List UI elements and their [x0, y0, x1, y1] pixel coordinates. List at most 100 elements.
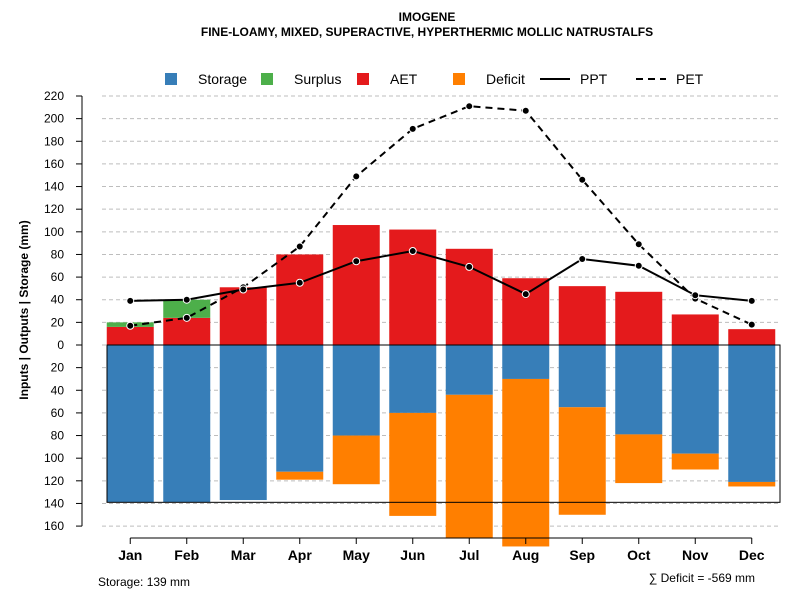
x-tick-label: Feb [174, 547, 199, 563]
y-tick-label: 60 [51, 406, 65, 420]
legend: Storage Surplus AET Deficit PPT PET [165, 71, 704, 87]
ppt-line [130, 250, 752, 302]
aet-legend-swatch [357, 73, 369, 85]
storage-capacity-box [106, 344, 781, 503]
ppt-point [465, 262, 474, 271]
storage-bar [163, 345, 211, 503]
x-tick-label: Jun [400, 547, 425, 563]
x-tick-label: Aug [512, 547, 539, 563]
deficit-legend-swatch [453, 73, 465, 85]
pet-line [130, 105, 753, 327]
ppt-point [352, 257, 361, 266]
ppt-point [747, 296, 756, 305]
storage-bar [502, 345, 550, 379]
deficit-bar [728, 481, 776, 487]
pet-point [521, 106, 530, 115]
y-tick-label: 200 [44, 112, 64, 126]
y-tick-label: 80 [51, 429, 65, 443]
x-tick-label: Apr [288, 547, 313, 563]
pet-point [634, 240, 643, 249]
ppt-point [295, 278, 304, 287]
footer-storage: Storage: 139 mm [98, 575, 190, 589]
y-axis: 2202001801601401201008060402002040608010… [44, 89, 83, 533]
storage-bar [332, 345, 380, 436]
y-tick-label: 120 [44, 474, 64, 488]
footer-deficit: ∑ Deficit = -569 mm [649, 571, 755, 585]
storage-legend-swatch [165, 73, 177, 85]
storage-bar [389, 345, 437, 413]
storage-bar [615, 345, 663, 435]
x-tick-label: Jul [459, 547, 479, 563]
aet-bar [728, 329, 776, 345]
deficit-bar [615, 434, 663, 484]
ppt-point [521, 290, 530, 299]
deficit-legend-label: Deficit [486, 71, 525, 87]
aet-bar [671, 314, 719, 345]
aet-bar [219, 287, 267, 345]
pet-point [295, 242, 304, 251]
gridlines [102, 95, 780, 527]
deficit-bar [389, 412, 437, 516]
storage-bar [558, 345, 606, 408]
ppt-point [126, 296, 135, 305]
pet-point [578, 175, 587, 184]
surplus-bar [163, 299, 211, 318]
y-tick-label: 40 [51, 293, 65, 307]
y-tick-label: 140 [44, 496, 64, 510]
aet-bar [106, 326, 154, 345]
y-tick-label: 180 [44, 134, 64, 148]
aet-bar [276, 254, 324, 345]
aet-bar [163, 317, 211, 345]
storage-bar [219, 345, 267, 501]
surplus-legend-label: Surplus [294, 71, 341, 87]
plot-frame [106, 344, 781, 503]
chart-subtitle: FINE-LOAMY, MIXED, SUPERACTIVE, HYPERTHE… [201, 25, 653, 39]
ppt-point [408, 247, 417, 256]
lines [126, 102, 756, 330]
y-tick-label: 100 [44, 225, 64, 239]
ppt-legend-label: PPT [580, 71, 608, 87]
ppt-point [634, 261, 643, 270]
pet-legend-label: PET [676, 71, 704, 87]
x-axis: Jan Feb Mar Apr May Jun Jul Aug Sep Oct Nov Dec [118, 537, 765, 563]
y-tick-label: 40 [51, 383, 65, 397]
storage-bar [445, 345, 493, 395]
pet-point [747, 320, 756, 329]
y-tick-label: 20 [51, 361, 65, 375]
x-tick-label: Jan [118, 547, 142, 563]
y-tick-label: 120 [44, 202, 64, 216]
deficit-bar [671, 453, 719, 470]
ppt-point [578, 254, 587, 263]
deficit-bar [445, 394, 493, 539]
aet-bar [502, 278, 550, 345]
bars [106, 225, 776, 547]
deficit-bar [502, 378, 550, 547]
aet-bar [332, 225, 380, 345]
ppt-point [182, 295, 191, 304]
pet-point [352, 172, 361, 181]
y-tick-label: 140 [44, 180, 64, 194]
x-tick-label: Sep [569, 547, 595, 563]
y-tick-label: 160 [44, 157, 64, 171]
x-tick-label: May [343, 547, 370, 563]
y-tick-label: 100 [44, 451, 64, 465]
surplus-legend-swatch [261, 73, 273, 85]
x-tick-label: Nov [682, 547, 709, 563]
x-tick-label: Oct [627, 547, 651, 563]
aet-legend-label: AET [390, 71, 418, 87]
y-tick-label: 0 [57, 338, 64, 352]
pet-point [126, 321, 135, 330]
deficit-bar [276, 471, 324, 480]
storage-bar [671, 345, 719, 454]
chart-title: IMOGENE [399, 10, 456, 24]
deficit-bar [332, 435, 380, 485]
pet-point [408, 124, 417, 133]
storage-bar [276, 345, 324, 472]
aet-bar [389, 229, 437, 345]
pet-point [182, 313, 191, 322]
x-tick-label: Mar [231, 547, 256, 563]
storage-bar [106, 345, 154, 503]
y-tick-label: 160 [44, 519, 64, 533]
storage-bar [728, 345, 776, 482]
aet-bar [558, 286, 606, 345]
